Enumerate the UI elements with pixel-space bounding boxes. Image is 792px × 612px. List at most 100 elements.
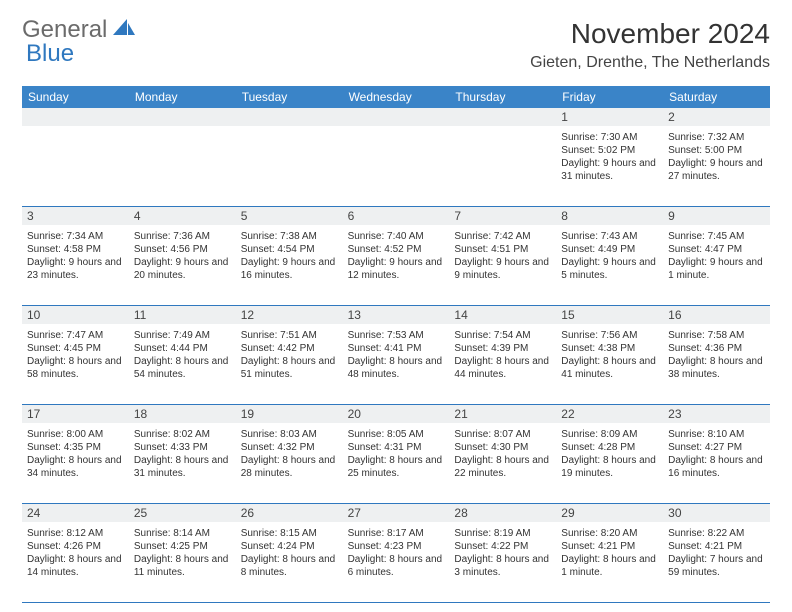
calendar-week-row: 24Sunrise: 8:12 AMSunset: 4:26 PMDayligh… xyxy=(22,504,770,603)
day-detail: Sunrise: 7:49 AMSunset: 4:44 PMDaylight:… xyxy=(129,324,236,404)
calendar-cell xyxy=(343,108,450,206)
calendar-cell: 16Sunrise: 7:58 AMSunset: 4:36 PMDayligh… xyxy=(663,306,770,404)
brand-logo: General Blue xyxy=(22,18,135,66)
header: General Blue November 2024 Gieten, Drent… xyxy=(22,18,770,78)
day-number: 6 xyxy=(343,207,450,225)
calendar-cell: 26Sunrise: 8:15 AMSunset: 4:24 PMDayligh… xyxy=(236,504,343,602)
day-number: 4 xyxy=(129,207,236,225)
calendar-cell: 27Sunrise: 8:17 AMSunset: 4:23 PMDayligh… xyxy=(343,504,450,602)
day-detail: Sunrise: 8:02 AMSunset: 4:33 PMDaylight:… xyxy=(129,423,236,503)
day-number xyxy=(236,108,343,126)
day-number: 16 xyxy=(663,306,770,324)
calendar-cell: 1Sunrise: 7:30 AMSunset: 5:02 PMDaylight… xyxy=(556,108,663,206)
calendar-cell xyxy=(129,108,236,206)
day-detail: Sunrise: 7:43 AMSunset: 4:49 PMDaylight:… xyxy=(556,225,663,305)
day-detail: Sunrise: 8:14 AMSunset: 4:25 PMDaylight:… xyxy=(129,522,236,602)
day-number: 20 xyxy=(343,405,450,423)
day-number: 3 xyxy=(22,207,129,225)
day-detail: Sunrise: 7:32 AMSunset: 5:00 PMDaylight:… xyxy=(663,126,770,206)
weekday-header-row: Sunday Monday Tuesday Wednesday Thursday… xyxy=(22,86,770,108)
day-number xyxy=(343,108,450,126)
calendar-cell: 25Sunrise: 8:14 AMSunset: 4:25 PMDayligh… xyxy=(129,504,236,602)
calendar-cell: 23Sunrise: 8:10 AMSunset: 4:27 PMDayligh… xyxy=(663,405,770,503)
day-detail: Sunrise: 8:20 AMSunset: 4:21 PMDaylight:… xyxy=(556,522,663,602)
day-number: 12 xyxy=(236,306,343,324)
day-number: 26 xyxy=(236,504,343,522)
calendar-cell: 12Sunrise: 7:51 AMSunset: 4:42 PMDayligh… xyxy=(236,306,343,404)
day-detail: Sunrise: 7:53 AMSunset: 4:41 PMDaylight:… xyxy=(343,324,450,404)
day-detail: Sunrise: 8:17 AMSunset: 4:23 PMDaylight:… xyxy=(343,522,450,602)
day-number: 23 xyxy=(663,405,770,423)
day-number: 25 xyxy=(129,504,236,522)
day-number: 13 xyxy=(343,306,450,324)
day-detail: Sunrise: 8:10 AMSunset: 4:27 PMDaylight:… xyxy=(663,423,770,503)
sail-icon xyxy=(113,19,135,40)
weekday-header: Wednesday xyxy=(343,86,450,108)
weekday-header: Thursday xyxy=(449,86,556,108)
day-detail: Sunrise: 7:54 AMSunset: 4:39 PMDaylight:… xyxy=(449,324,556,404)
day-detail xyxy=(22,126,129,206)
day-detail: Sunrise: 7:47 AMSunset: 4:45 PMDaylight:… xyxy=(22,324,129,404)
calendar-cell: 5Sunrise: 7:38 AMSunset: 4:54 PMDaylight… xyxy=(236,207,343,305)
day-number: 29 xyxy=(556,504,663,522)
calendar-cell xyxy=(236,108,343,206)
day-detail: Sunrise: 7:34 AMSunset: 4:58 PMDaylight:… xyxy=(22,225,129,305)
day-detail xyxy=(343,126,450,206)
calendar-cell: 19Sunrise: 8:03 AMSunset: 4:32 PMDayligh… xyxy=(236,405,343,503)
calendar-cell: 13Sunrise: 7:53 AMSunset: 4:41 PMDayligh… xyxy=(343,306,450,404)
calendar-cell: 21Sunrise: 8:07 AMSunset: 4:30 PMDayligh… xyxy=(449,405,556,503)
calendar-cell: 2Sunrise: 7:32 AMSunset: 5:00 PMDaylight… xyxy=(663,108,770,206)
day-detail: Sunrise: 7:42 AMSunset: 4:51 PMDaylight:… xyxy=(449,225,556,305)
day-number: 8 xyxy=(556,207,663,225)
day-number: 21 xyxy=(449,405,556,423)
day-number: 9 xyxy=(663,207,770,225)
day-number: 30 xyxy=(663,504,770,522)
calendar-cell: 4Sunrise: 7:36 AMSunset: 4:56 PMDaylight… xyxy=(129,207,236,305)
day-number: 2 xyxy=(663,108,770,126)
brand-word-1: General xyxy=(22,18,107,42)
day-number xyxy=(129,108,236,126)
day-number xyxy=(449,108,556,126)
title-block: November 2024 Gieten, Drenthe, The Nethe… xyxy=(530,18,770,72)
day-number: 10 xyxy=(22,306,129,324)
day-number: 1 xyxy=(556,108,663,126)
day-detail: Sunrise: 8:15 AMSunset: 4:24 PMDaylight:… xyxy=(236,522,343,602)
weekday-header: Friday xyxy=(556,86,663,108)
calendar-cell: 8Sunrise: 7:43 AMSunset: 4:49 PMDaylight… xyxy=(556,207,663,305)
calendar-cell: 20Sunrise: 8:05 AMSunset: 4:31 PMDayligh… xyxy=(343,405,450,503)
day-number: 22 xyxy=(556,405,663,423)
weekday-header: Sunday xyxy=(22,86,129,108)
day-number: 18 xyxy=(129,405,236,423)
weekday-header: Monday xyxy=(129,86,236,108)
day-detail: Sunrise: 8:09 AMSunset: 4:28 PMDaylight:… xyxy=(556,423,663,503)
calendar-cell: 15Sunrise: 7:56 AMSunset: 4:38 PMDayligh… xyxy=(556,306,663,404)
calendar-cell: 11Sunrise: 7:49 AMSunset: 4:44 PMDayligh… xyxy=(129,306,236,404)
calendar-cell: 30Sunrise: 8:22 AMSunset: 4:21 PMDayligh… xyxy=(663,504,770,602)
calendar-cell: 18Sunrise: 8:02 AMSunset: 4:33 PMDayligh… xyxy=(129,405,236,503)
calendar-week-row: 3Sunrise: 7:34 AMSunset: 4:58 PMDaylight… xyxy=(22,207,770,306)
day-number: 17 xyxy=(22,405,129,423)
brand-word-2: Blue xyxy=(26,42,135,66)
calendar-cell: 9Sunrise: 7:45 AMSunset: 4:47 PMDaylight… xyxy=(663,207,770,305)
day-number: 5 xyxy=(236,207,343,225)
day-detail xyxy=(449,126,556,206)
day-number: 11 xyxy=(129,306,236,324)
day-number: 27 xyxy=(343,504,450,522)
day-detail: Sunrise: 8:03 AMSunset: 4:32 PMDaylight:… xyxy=(236,423,343,503)
day-detail: Sunrise: 7:40 AMSunset: 4:52 PMDaylight:… xyxy=(343,225,450,305)
day-number: 28 xyxy=(449,504,556,522)
day-detail: Sunrise: 8:19 AMSunset: 4:22 PMDaylight:… xyxy=(449,522,556,602)
day-number: 24 xyxy=(22,504,129,522)
day-detail: Sunrise: 7:45 AMSunset: 4:47 PMDaylight:… xyxy=(663,225,770,305)
day-detail xyxy=(129,126,236,206)
day-detail: Sunrise: 7:56 AMSunset: 4:38 PMDaylight:… xyxy=(556,324,663,404)
day-detail: Sunrise: 7:30 AMSunset: 5:02 PMDaylight:… xyxy=(556,126,663,206)
calendar-cell xyxy=(449,108,556,206)
calendar-cell xyxy=(22,108,129,206)
calendar-week-row: 10Sunrise: 7:47 AMSunset: 4:45 PMDayligh… xyxy=(22,306,770,405)
day-number: 7 xyxy=(449,207,556,225)
day-detail xyxy=(236,126,343,206)
day-detail: Sunrise: 8:12 AMSunset: 4:26 PMDaylight:… xyxy=(22,522,129,602)
weekday-header: Tuesday xyxy=(236,86,343,108)
day-number: 14 xyxy=(449,306,556,324)
